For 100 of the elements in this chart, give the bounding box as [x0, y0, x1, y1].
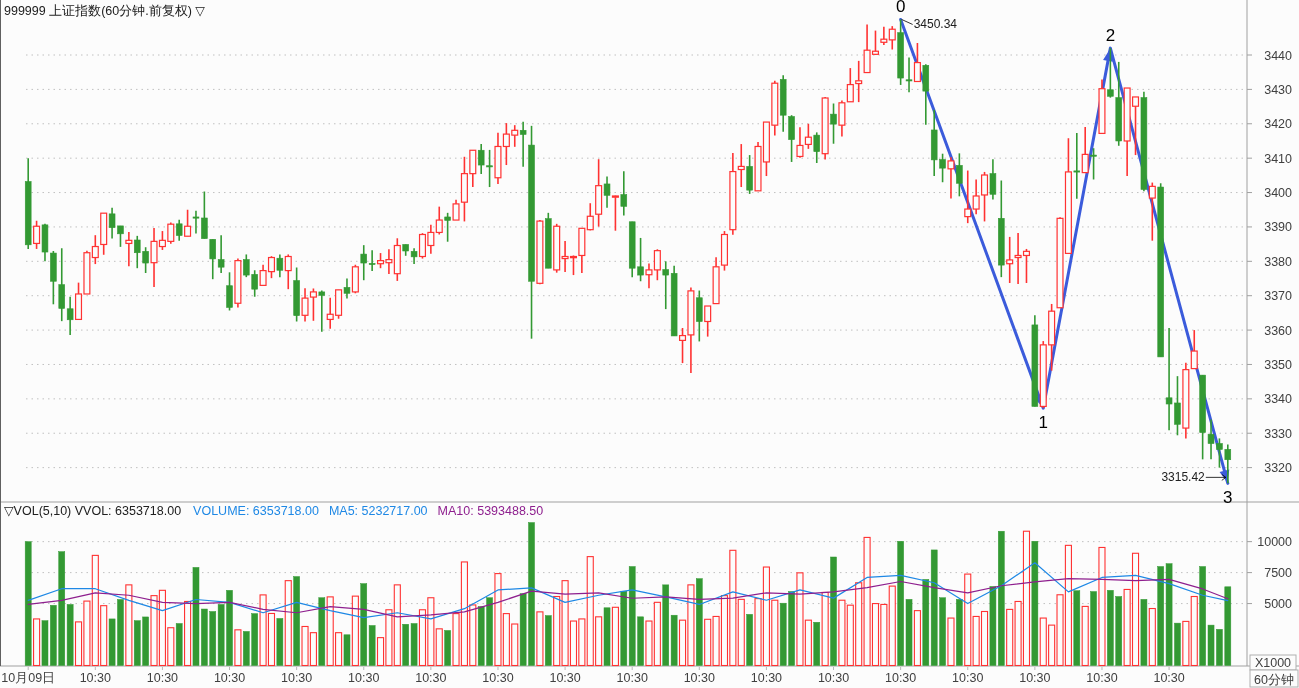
- bar: [545, 615, 552, 666]
- candlestick: [1148, 181, 1156, 242]
- candlestick: [226, 271, 233, 312]
- chart-title: ▽VOL(5,10) VVOL: 6353718.00: [4, 504, 182, 518]
- bar: [821, 591, 829, 667]
- candlestick: [276, 253, 284, 278]
- bar: [351, 595, 359, 667]
- text: MA5: 5232717.00: [328, 504, 428, 518]
- y-tick-label: 3420: [1264, 117, 1293, 132]
- annotation: 2: [1105, 26, 1116, 46]
- candlestick: [360, 244, 367, 282]
- text: 60分钟: [1254, 672, 1294, 687]
- bar: [947, 617, 955, 667]
- candlestick: [435, 205, 443, 236]
- candlestick: [956, 152, 963, 198]
- bar: [343, 634, 351, 666]
- x-tick-label: 10:30: [415, 671, 447, 685]
- candlestick: [989, 158, 997, 201]
- bar: [956, 599, 963, 666]
- candlestick: [1107, 47, 1114, 99]
- candlestick: [217, 234, 225, 274]
- candlestick: [1190, 329, 1198, 370]
- bar: [611, 606, 619, 667]
- bar: [184, 600, 192, 667]
- bar: [830, 556, 837, 666]
- x-tick-label: 10:30: [817, 671, 850, 685]
- x-tick-label: 10:30: [1019, 671, 1051, 685]
- candlestick: [888, 25, 896, 51]
- candlestick: [813, 131, 820, 164]
- candlestick: [444, 212, 451, 243]
- candlestick: [913, 42, 921, 83]
- candlestick: [519, 120, 527, 168]
- y-tick-label: 3360: [1264, 323, 1293, 338]
- y-tick-label: 3400: [1264, 186, 1293, 201]
- candlestick: [125, 231, 133, 267]
- annotation: 3: [1223, 488, 1233, 508]
- candlestick: [209, 238, 216, 280]
- candlestick: [1073, 132, 1081, 200]
- y-tick-label: 3330: [1264, 426, 1293, 441]
- x-tick-label: 10:30: [750, 671, 783, 685]
- bar: [536, 611, 544, 667]
- x-tick-label: 10:30: [549, 671, 581, 685]
- bar: [284, 580, 292, 667]
- bar: [696, 578, 703, 666]
- candlestick: [880, 26, 888, 46]
- bar: [125, 584, 133, 667]
- bar: [1073, 590, 1081, 666]
- annotation: 3450.34: [913, 17, 958, 32]
- candlestick: [696, 289, 703, 343]
- bar: [746, 614, 753, 666]
- y-tick-label: 10000: [1257, 535, 1293, 550]
- bar: [620, 590, 628, 666]
- annotation: 0: [895, 0, 906, 17]
- x-tick-label: 10:30: [1153, 671, 1185, 685]
- bar: [293, 576, 300, 666]
- bar: [1081, 605, 1089, 667]
- bar: [813, 622, 821, 666]
- x-tick-label: 10:30: [146, 671, 179, 685]
- x-tick-label: 10月09日: [1, 671, 56, 685]
- x-tick-label: 10:30: [348, 671, 380, 685]
- candlestick: [746, 154, 753, 195]
- candlestick: [964, 169, 972, 224]
- line-series: [27, 562, 1229, 620]
- candlestick: [838, 99, 846, 138]
- bar: [603, 607, 611, 666]
- x-tick-label: 10:30: [952, 671, 984, 685]
- bar: [922, 579, 930, 666]
- candlestick: [804, 122, 812, 150]
- bar: [444, 630, 451, 666]
- candlestick: [620, 170, 628, 217]
- y-tick-label: 5000: [1264, 597, 1293, 612]
- y-tick-label: 3340: [1264, 392, 1293, 407]
- candlestick: [1006, 236, 1014, 284]
- candlestick: [175, 218, 183, 242]
- y-tick-label: 3440: [1264, 48, 1293, 63]
- x-tick-label: 10:30: [79, 671, 111, 685]
- candlestick: [603, 175, 611, 209]
- bar: [318, 597, 326, 666]
- bar: [276, 618, 284, 666]
- bar: [1031, 541, 1039, 666]
- annotation: 3315.42: [1161, 470, 1206, 485]
- candlestick: [611, 194, 619, 232]
- chart-title: 999999 上证指数(60分钟.前复权) ▽: [4, 4, 206, 18]
- candlestick: [905, 56, 913, 93]
- bar: [24, 541, 32, 666]
- y-tick-label: 3410: [1264, 151, 1293, 166]
- x-tick-label: 10:30: [1086, 671, 1118, 685]
- bar: [1148, 607, 1156, 667]
- candlestick: [788, 114, 795, 163]
- bar: [1098, 546, 1106, 667]
- y-tick-label: 3370: [1264, 289, 1293, 304]
- candlestick: [33, 219, 41, 250]
- x-tick-label: 10:30: [683, 671, 715, 685]
- x-tick-label: 10:30: [213, 671, 246, 685]
- candlestick: [586, 202, 594, 232]
- y-tick-label: 7500: [1264, 566, 1293, 581]
- x-tick-label: 10:30: [482, 671, 514, 685]
- text: X1000: [1254, 655, 1292, 670]
- candlestick: [184, 208, 192, 238]
- x-tick-label: 10:30: [885, 671, 917, 685]
